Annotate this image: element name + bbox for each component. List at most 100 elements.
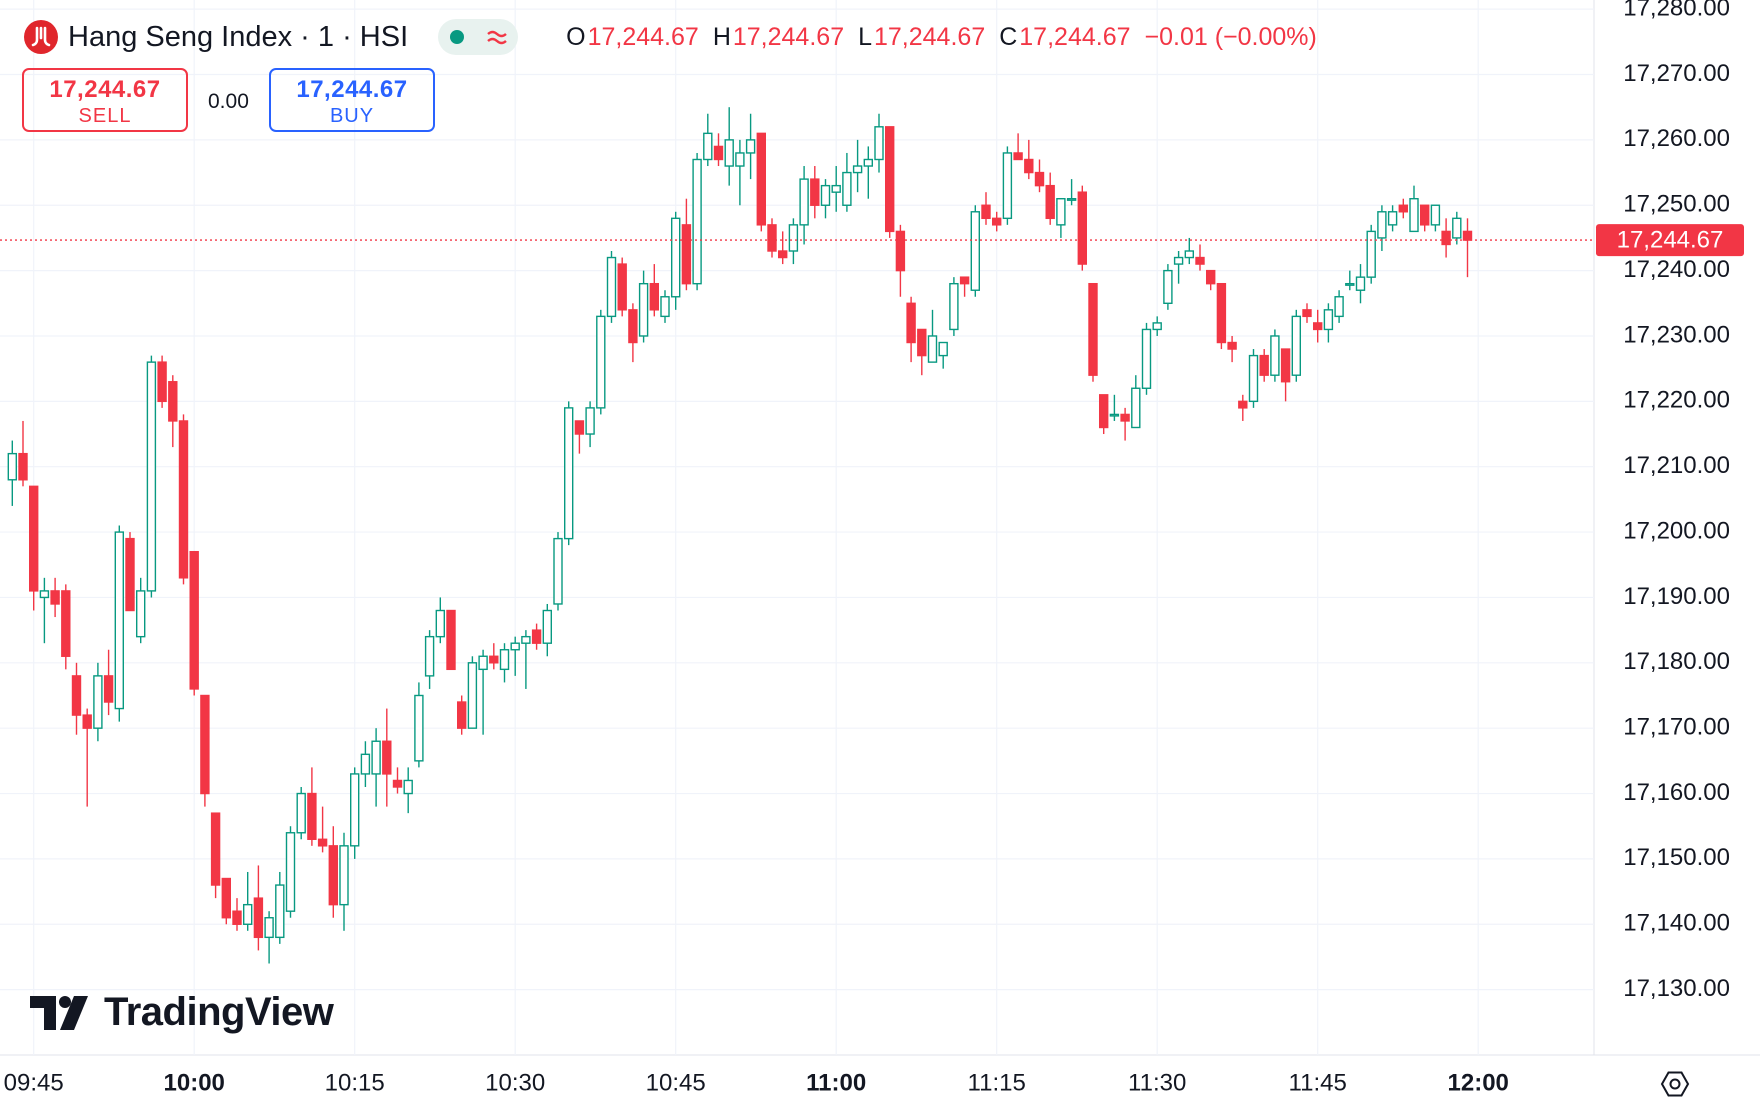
candle-body — [93, 675, 103, 729]
candle-body — [275, 884, 285, 939]
candle-body — [1323, 309, 1334, 331]
x-tick-label: 11:00 — [806, 1069, 866, 1096]
candle-body — [606, 256, 617, 318]
ohlc-value: 17,244.67 — [587, 22, 699, 51]
candle-body — [1430, 204, 1441, 226]
candle-body — [1066, 198, 1077, 201]
ohlc-value: 17,244.67 — [1019, 22, 1131, 51]
candle-body — [478, 655, 488, 671]
candle-body — [446, 609, 456, 671]
market-status[interactable] — [438, 19, 519, 55]
candle-body — [1366, 230, 1376, 278]
symbol-logo — [24, 20, 58, 54]
candle-body — [1013, 152, 1023, 161]
x-tick-label: 10:30 — [485, 1069, 545, 1096]
sell-price: 17,244.67 — [49, 76, 161, 103]
price-change: −0.01 (−0.00%) — [1144, 22, 1317, 51]
candle-body — [457, 701, 467, 729]
candle-body — [1270, 335, 1280, 376]
watermark-logo[interactable]: TradingView — [30, 990, 334, 1035]
candle-body — [210, 812, 221, 886]
candle-body — [885, 126, 895, 233]
candle-body — [61, 590, 71, 657]
candle-body — [1280, 348, 1291, 383]
candle-body — [1441, 230, 1451, 246]
candle-body — [114, 531, 125, 710]
candle-body — [1098, 394, 1109, 429]
candle-body — [1312, 322, 1323, 331]
candle-body — [745, 139, 756, 154]
candle-body — [1131, 387, 1141, 429]
candle-body — [499, 649, 510, 671]
candle-body — [157, 361, 167, 403]
y-tick-label: 17,160.00 — [1623, 779, 1730, 806]
candle-body — [810, 178, 820, 206]
status-dot — [449, 30, 464, 44]
candle-body — [232, 910, 242, 925]
candle-body — [242, 903, 253, 925]
candle-body — [328, 845, 338, 906]
candle-body — [360, 753, 371, 775]
candle-body — [414, 694, 424, 762]
ohlc-key: C — [999, 22, 1018, 51]
candle-body — [831, 184, 841, 193]
ohlc-value: 17,244.67 — [732, 22, 845, 51]
candle-body — [1002, 152, 1013, 220]
candle-body — [1216, 282, 1227, 344]
candle-body — [649, 282, 659, 311]
candle-body — [1238, 400, 1248, 409]
candle-body — [1195, 256, 1205, 265]
symbol-title: Hang Seng Index · 1 · HSI — [68, 20, 409, 53]
candle-body — [1045, 184, 1055, 220]
candle-body — [574, 420, 585, 435]
y-tick-label: 17,240.00 — [1623, 256, 1730, 283]
candle-body — [671, 217, 681, 298]
y-tick-label: 17,130.00 — [1623, 975, 1730, 1002]
y-tick-label: 17,150.00 — [1623, 844, 1730, 871]
candle-body — [1056, 198, 1066, 226]
buy-button[interactable]: 17,244.67 BUY — [269, 68, 435, 132]
candle-body — [339, 845, 349, 906]
candle-body — [146, 361, 157, 592]
candle-body — [489, 655, 499, 664]
candle-body — [317, 838, 328, 847]
candle-body — [1409, 198, 1419, 233]
candle-body — [1141, 328, 1152, 389]
candle-body — [692, 158, 702, 285]
last-price-label: 17,244.67 — [1617, 226, 1724, 253]
candle-body — [125, 537, 135, 612]
candle-body — [970, 211, 980, 291]
logo-text: TradingView — [104, 990, 334, 1034]
candle-body — [435, 609, 445, 638]
candle-body — [1120, 413, 1130, 422]
x-tick-label: 10:45 — [646, 1069, 706, 1096]
y-tick-label: 17,210.00 — [1623, 452, 1730, 479]
candle-body — [564, 407, 574, 540]
candle-body — [959, 276, 970, 285]
candle-body — [1377, 211, 1387, 239]
candle-body — [307, 792, 317, 840]
ohlc-key: H — [712, 22, 731, 51]
spread: 0.00 — [208, 90, 249, 113]
candle-body — [617, 263, 627, 311]
x-tick-label: 11:15 — [968, 1069, 1026, 1096]
sell-label: SELL — [78, 105, 132, 127]
buy-price: 17,244.67 — [296, 76, 408, 103]
candle-body — [29, 485, 39, 592]
sell-button[interactable]: 17,244.67 SELL — [22, 68, 188, 132]
candle-body — [221, 877, 232, 919]
candle-body — [135, 590, 146, 638]
candle-body — [253, 897, 264, 939]
candle-body — [852, 165, 863, 174]
candle-body — [895, 230, 906, 272]
settings-icon[interactable] — [1660, 1071, 1690, 1097]
candle-body — [788, 224, 799, 252]
candle-body — [1163, 269, 1173, 304]
x-tick-label: 11:45 — [1289, 1069, 1347, 1096]
candle-body — [1152, 322, 1162, 331]
candle-body — [403, 779, 413, 795]
candle-body — [1302, 309, 1312, 318]
ohlc-key: O — [566, 22, 586, 51]
x-tick-label: 10:00 — [164, 1069, 225, 1096]
